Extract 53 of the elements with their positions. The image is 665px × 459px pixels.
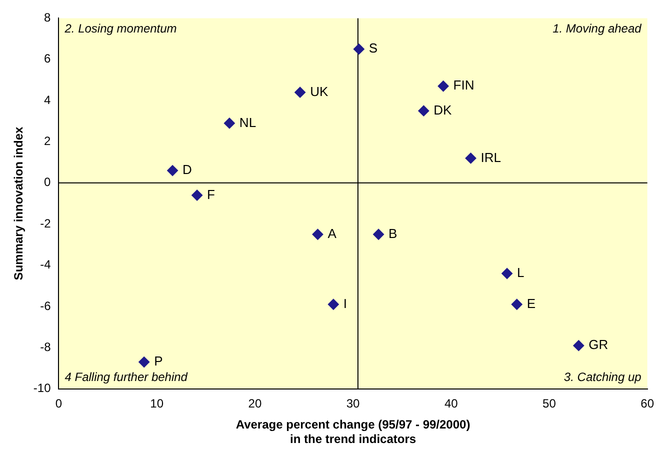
point [353, 44, 364, 55]
annotation: NL [239, 114, 256, 130]
annotation: D [182, 162, 192, 178]
y-tick-label: 4 [44, 92, 52, 107]
y-tick-label: -6 [40, 298, 52, 313]
y-tick-label: 0 [44, 175, 52, 190]
x-tick-label: 60 [640, 396, 654, 410]
point [224, 118, 235, 129]
annotation: IRL [480, 150, 501, 165]
y-tick-label: 6 [44, 52, 52, 66]
point [573, 340, 584, 352]
point [465, 152, 476, 164]
y-tick-label: -2 [40, 216, 52, 230]
y-tick-label: 8 [44, 10, 52, 25]
annotation: 4 Falling further behind [64, 370, 188, 384]
point [167, 165, 178, 176]
annotation: S [368, 40, 378, 56]
annotation: GR [588, 337, 608, 352]
annotation: F [207, 186, 216, 202]
x-tick-label: 20 [248, 396, 262, 410]
point [511, 298, 522, 310]
annotation: 1. Moving ahead [552, 22, 642, 36]
annotation: DK [434, 102, 452, 118]
point [138, 356, 150, 368]
x-tick-label: 40 [444, 396, 458, 410]
annotation: I [343, 296, 348, 311]
annotation: FIN [453, 78, 474, 93]
point [373, 228, 384, 240]
x-tick-label: 10 [150, 396, 164, 410]
point [312, 228, 324, 240]
y-tick-label: -10 [33, 381, 52, 396]
point [418, 105, 430, 116]
point [438, 80, 449, 92]
point [192, 190, 203, 201]
annotation: E [526, 296, 536, 311]
x-tick-label: 50 [542, 396, 556, 410]
annotation: P [154, 354, 163, 369]
point [328, 298, 339, 310]
x-tick-label: 0 [55, 396, 62, 410]
x-axis-title: Average percent change (95/97 - 99/2000) in the trend indicators [236, 418, 470, 446]
x-tick-label: 30 [346, 396, 360, 410]
y-tick-label: 2 [44, 134, 52, 148]
annotation: 2. Losing momentum [64, 22, 177, 36]
annotation: UK [310, 84, 328, 99]
annotation: 3. Catching up [564, 370, 642, 384]
y-axis-title: Summary innovation index [12, 126, 26, 280]
point [502, 268, 513, 279]
y-tick-label: -8 [40, 340, 52, 354]
annotation: B [388, 226, 398, 241]
point [294, 86, 306, 98]
annotation: A [328, 226, 337, 241]
y-tick-label: -4 [40, 258, 52, 272]
annotation: L [517, 265, 524, 280]
